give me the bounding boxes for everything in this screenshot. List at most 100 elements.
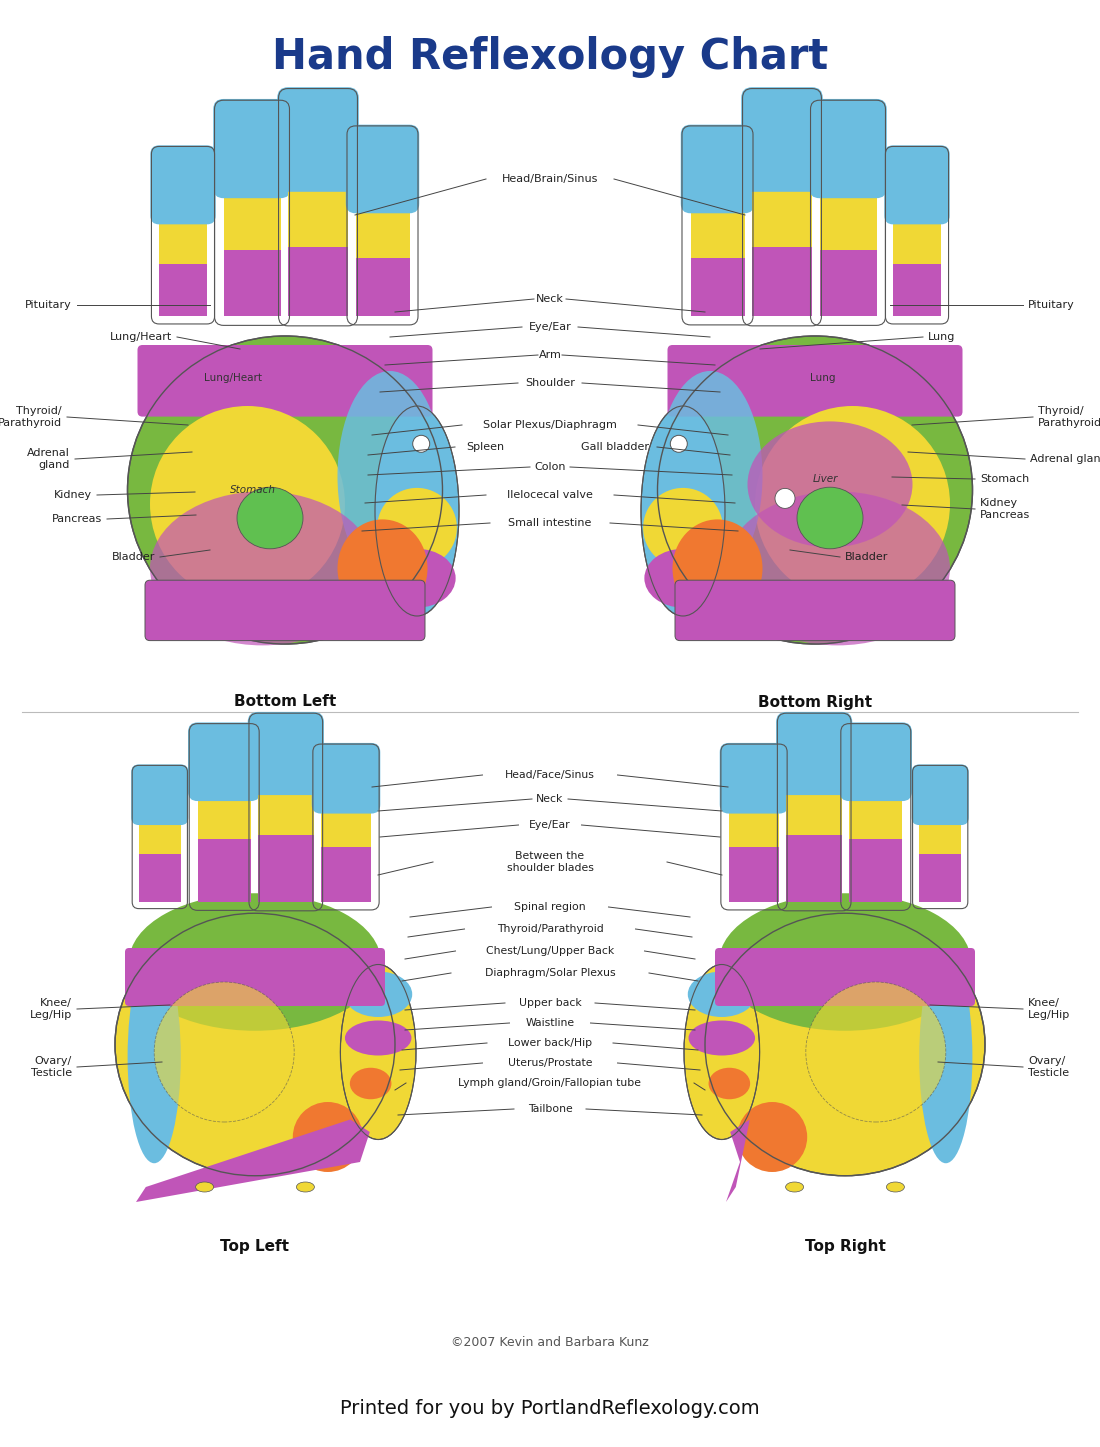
Text: Colon: Colon [535,462,565,472]
Text: Tailbone: Tailbone [528,1104,572,1114]
Text: Chest/Lung/Upper Back: Chest/Lung/Upper Back [486,946,614,956]
Text: Lung/Heart: Lung/Heart [110,331,172,341]
FancyBboxPatch shape [719,742,789,813]
FancyBboxPatch shape [131,764,188,825]
Text: Top Right: Top Right [804,1240,886,1255]
Ellipse shape [676,544,715,582]
Circle shape [154,983,294,1121]
Ellipse shape [338,370,442,582]
Text: Printed for you by PortlandReflexology.com: Printed for you by PortlandReflexology.c… [340,1399,760,1418]
FancyBboxPatch shape [145,580,425,641]
Bar [893,216,940,265]
Bar [920,818,961,854]
Ellipse shape [375,407,459,616]
Ellipse shape [920,951,972,1163]
Text: Eye/Ear: Eye/Ear [529,323,571,331]
Ellipse shape [719,893,971,1030]
Bar [139,818,180,854]
Text: Ilelocecal valve: Ilelocecal valve [507,491,593,501]
Text: Waistline: Waistline [526,1019,574,1027]
FancyBboxPatch shape [675,580,955,641]
Text: Lung: Lung [928,331,956,341]
FancyBboxPatch shape [321,846,371,901]
Ellipse shape [293,1103,363,1172]
Bar [355,204,409,258]
Ellipse shape [196,1182,213,1192]
Bar [820,188,877,250]
Bar [321,805,371,846]
Ellipse shape [378,548,455,608]
Ellipse shape [150,407,345,602]
FancyBboxPatch shape [311,742,381,813]
Ellipse shape [887,1182,904,1192]
Text: Ovary/
Testicle: Ovary/ Testicle [31,1056,72,1078]
Text: Lower back/Hip: Lower back/Hip [508,1037,592,1048]
Bar [223,188,280,250]
Ellipse shape [705,913,984,1176]
Text: Pituitary: Pituitary [25,300,72,310]
Text: Solar Plexus/Diaphragm: Solar Plexus/Diaphragm [483,420,617,430]
Ellipse shape [755,407,950,602]
FancyBboxPatch shape [198,839,251,901]
Text: Arm: Arm [539,350,561,360]
Text: Hand Reflexology Chart: Hand Reflexology Chart [272,36,828,78]
FancyBboxPatch shape [345,124,419,213]
Ellipse shape [340,965,416,1139]
Text: Bottom Left: Bottom Left [234,695,337,709]
Text: Bottom Right: Bottom Right [758,695,872,709]
FancyBboxPatch shape [355,258,409,317]
FancyBboxPatch shape [213,98,290,198]
FancyBboxPatch shape [681,124,755,213]
Ellipse shape [708,1068,750,1100]
FancyBboxPatch shape [839,722,912,802]
FancyBboxPatch shape [691,258,745,317]
Bar [288,181,348,246]
Text: Head/Brain/Sinus: Head/Brain/Sinus [502,174,598,184]
Ellipse shape [645,548,722,608]
Polygon shape [136,1120,370,1202]
Text: Upper back: Upper back [518,998,582,1009]
Text: Neck: Neck [536,294,564,304]
Text: Lymph gland/Groin/Fallopian tube: Lymph gland/Groin/Fallopian tube [459,1078,641,1088]
Text: Kidney: Kidney [54,491,92,501]
FancyBboxPatch shape [160,265,207,317]
Bar [786,786,843,835]
FancyBboxPatch shape [912,764,969,825]
Ellipse shape [377,488,456,567]
Bar [691,204,745,258]
Ellipse shape [150,492,375,645]
Ellipse shape [689,1020,755,1055]
Text: Thyroid/
Parathyroid: Thyroid/ Parathyroid [1038,407,1100,428]
Text: Neck: Neck [537,794,563,805]
Ellipse shape [658,370,762,582]
Text: Gall bladder: Gall bladder [581,441,649,451]
Ellipse shape [296,1182,315,1192]
FancyBboxPatch shape [893,265,940,317]
Ellipse shape [644,488,723,567]
Text: Thyroid/Parathyroid: Thyroid/Parathyroid [496,925,604,933]
Text: Pancreas: Pancreas [52,514,102,524]
Bar [160,216,207,265]
Text: Small intestine: Small intestine [508,518,592,528]
Ellipse shape [338,519,428,618]
Bar [729,805,779,846]
Text: Between the
shoulder blades: Between the shoulder blades [507,851,593,873]
Polygon shape [726,1120,750,1202]
FancyBboxPatch shape [810,98,887,198]
Ellipse shape [725,492,950,645]
Text: Spleen: Spleen [466,441,504,451]
Bar [752,181,812,246]
Text: Knee/
Leg/Hip: Knee/ Leg/Hip [1028,998,1070,1020]
FancyBboxPatch shape [223,250,280,317]
Text: Adrenal
gland: Adrenal gland [28,449,70,470]
FancyBboxPatch shape [715,948,975,1006]
FancyBboxPatch shape [849,839,902,901]
FancyBboxPatch shape [741,87,823,192]
FancyBboxPatch shape [139,854,180,901]
FancyBboxPatch shape [820,250,877,317]
Ellipse shape [672,519,762,618]
FancyBboxPatch shape [138,344,432,417]
Text: ©2007 Kevin and Barbara Kunz: ©2007 Kevin and Barbara Kunz [451,1336,649,1349]
FancyBboxPatch shape [786,835,843,901]
FancyBboxPatch shape [248,712,323,794]
